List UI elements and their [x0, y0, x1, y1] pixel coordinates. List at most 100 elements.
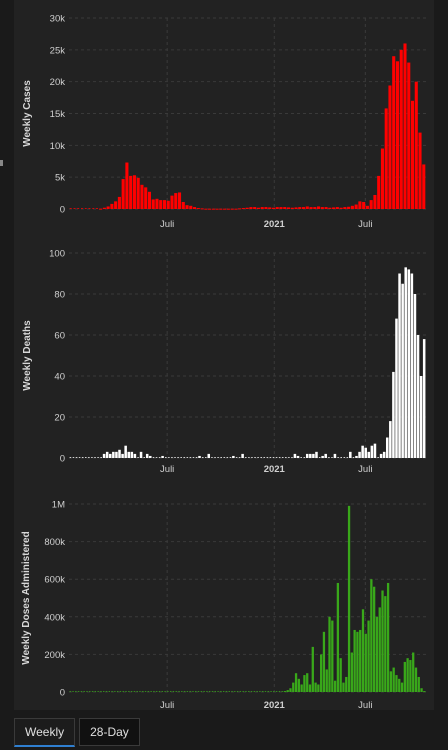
bar[interactable]: [311, 646, 314, 692]
bar[interactable]: [72, 457, 75, 458]
bar[interactable]: [248, 691, 250, 692]
bar[interactable]: [395, 675, 398, 692]
bar[interactable]: [150, 691, 152, 692]
bar[interactable]: [315, 451, 318, 458]
bar[interactable]: [195, 691, 197, 692]
bar[interactable]: [168, 457, 170, 458]
bar[interactable]: [128, 691, 130, 692]
bar[interactable]: [177, 192, 182, 209]
bar[interactable]: [335, 207, 339, 209]
bar[interactable]: [167, 691, 169, 692]
bar[interactable]: [130, 451, 134, 458]
bar[interactable]: [318, 457, 321, 458]
bar[interactable]: [250, 691, 253, 692]
bar[interactable]: [404, 267, 407, 458]
bar[interactable]: [337, 457, 339, 458]
bar[interactable]: [177, 457, 179, 458]
bar[interactable]: [384, 108, 388, 209]
bar[interactable]: [317, 206, 321, 209]
bar[interactable]: [245, 691, 247, 692]
bar[interactable]: [198, 455, 201, 458]
bar[interactable]: [155, 457, 158, 458]
bar[interactable]: [144, 691, 147, 692]
bar[interactable]: [169, 691, 172, 692]
bar[interactable]: [270, 691, 272, 692]
bar[interactable]: [254, 457, 256, 458]
bar[interactable]: [241, 208, 245, 210]
bar[interactable]: [192, 457, 195, 458]
bar[interactable]: [331, 620, 334, 692]
bar[interactable]: [260, 457, 262, 458]
bar[interactable]: [283, 207, 287, 209]
bar[interactable]: [346, 457, 349, 458]
bar[interactable]: [245, 457, 247, 458]
bar[interactable]: [164, 691, 166, 692]
bar[interactable]: [189, 205, 193, 209]
bar[interactable]: [211, 457, 213, 458]
bar[interactable]: [200, 691, 203, 692]
bar[interactable]: [196, 208, 200, 210]
bar[interactable]: [193, 207, 197, 209]
bar[interactable]: [286, 690, 289, 692]
bar[interactable]: [88, 457, 90, 458]
bar[interactable]: [158, 457, 161, 458]
bar[interactable]: [253, 691, 256, 692]
bar[interactable]: [389, 671, 393, 692]
bar[interactable]: [161, 691, 163, 692]
bar[interactable]: [358, 201, 362, 209]
bar[interactable]: [288, 457, 290, 458]
bar[interactable]: [313, 207, 317, 209]
bar[interactable]: [373, 194, 377, 209]
bar[interactable]: [361, 445, 364, 458]
bar[interactable]: [314, 682, 317, 692]
bar[interactable]: [121, 179, 125, 209]
bar[interactable]: [328, 616, 331, 692]
bar[interactable]: [377, 175, 381, 209]
bar[interactable]: [137, 457, 139, 458]
bar[interactable]: [309, 207, 313, 209]
bar[interactable]: [94, 457, 96, 458]
bar[interactable]: [222, 691, 225, 692]
bar[interactable]: [364, 447, 367, 458]
bar[interactable]: [99, 208, 103, 210]
bar[interactable]: [292, 682, 295, 692]
bar[interactable]: [84, 208, 87, 209]
bar[interactable]: [267, 691, 269, 692]
bar[interactable]: [262, 691, 264, 692]
bar[interactable]: [399, 49, 403, 210]
bar[interactable]: [143, 457, 146, 458]
bar[interactable]: [257, 457, 259, 458]
bar[interactable]: [105, 691, 108, 692]
bar[interactable]: [306, 673, 309, 692]
bar[interactable]: [413, 294, 417, 458]
bar[interactable]: [407, 62, 411, 209]
bar[interactable]: [283, 691, 287, 693]
bar[interactable]: [312, 453, 315, 458]
bar[interactable]: [80, 691, 83, 692]
bar[interactable]: [249, 207, 253, 209]
bar[interactable]: [200, 208, 204, 210]
bar[interactable]: [382, 451, 386, 458]
bar[interactable]: [189, 691, 191, 692]
bar[interactable]: [116, 691, 119, 692]
bar[interactable]: [69, 208, 72, 209]
bar[interactable]: [119, 691, 122, 692]
bar[interactable]: [122, 691, 124, 692]
bar[interactable]: [136, 691, 138, 692]
bar[interactable]: [181, 201, 185, 209]
bar[interactable]: [380, 148, 384, 209]
bar[interactable]: [369, 200, 373, 209]
bar[interactable]: [381, 590, 384, 692]
bar[interactable]: [105, 451, 109, 458]
bar[interactable]: [140, 184, 144, 209]
bar[interactable]: [174, 193, 178, 209]
bar[interactable]: [275, 207, 279, 209]
bar[interactable]: [217, 457, 219, 458]
bar[interactable]: [392, 371, 395, 458]
bar[interactable]: [73, 208, 76, 209]
bar[interactable]: [398, 678, 401, 692]
bar[interactable]: [417, 676, 420, 692]
bar[interactable]: [395, 61, 400, 209]
bar[interactable]: [161, 455, 164, 458]
bar[interactable]: [77, 691, 80, 692]
